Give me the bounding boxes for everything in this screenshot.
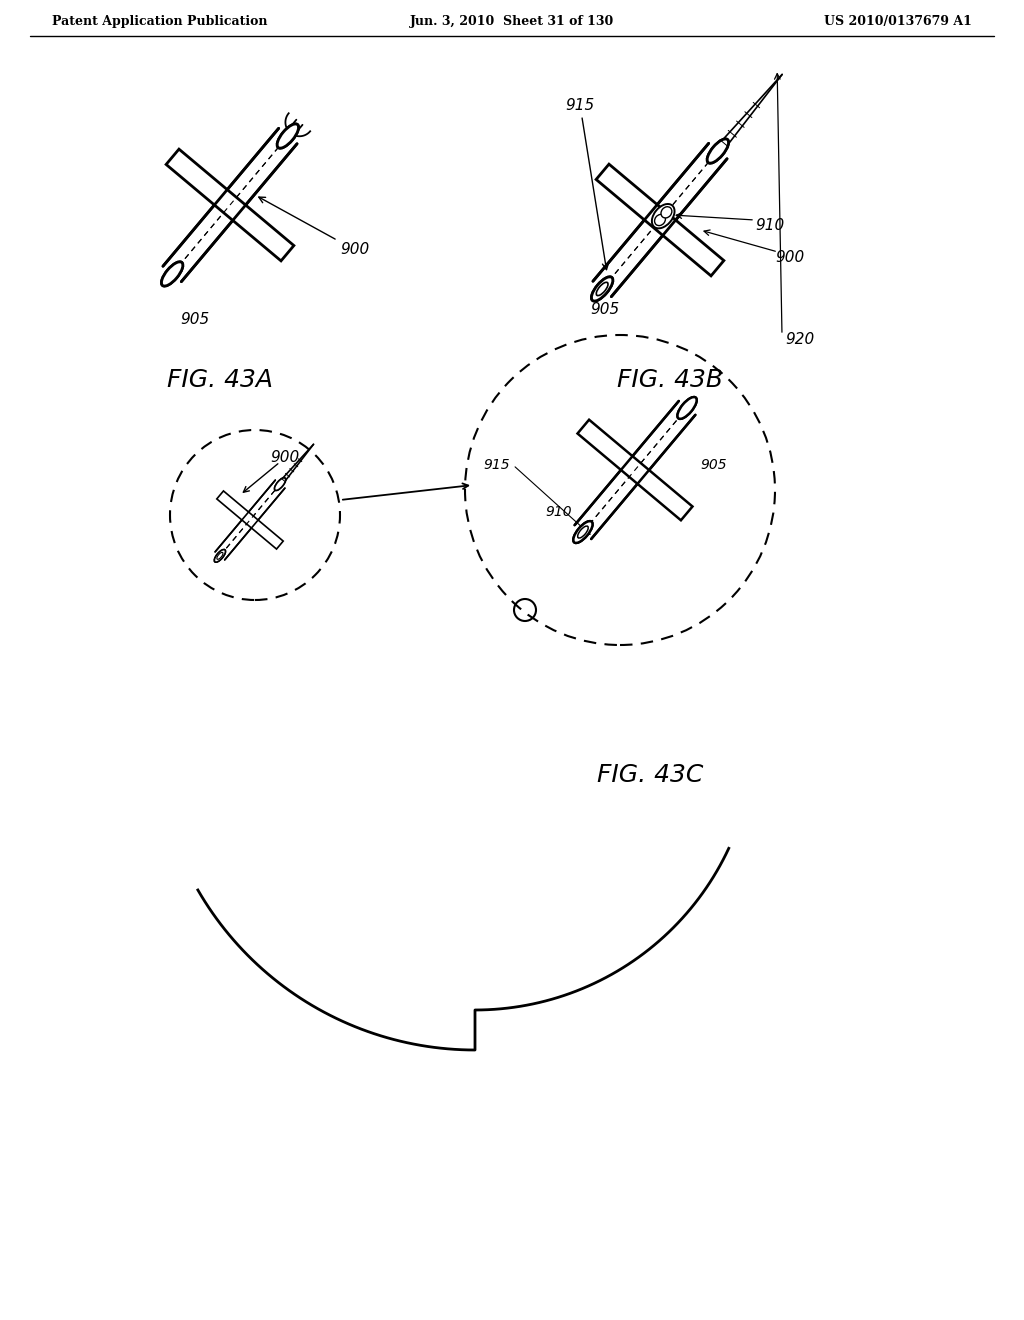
Text: 900: 900 [270,450,299,466]
Ellipse shape [278,124,299,148]
Ellipse shape [662,207,672,218]
Ellipse shape [678,397,696,418]
Ellipse shape [278,124,299,148]
Ellipse shape [652,205,675,228]
Ellipse shape [708,139,728,164]
Ellipse shape [162,261,183,286]
Text: 905: 905 [591,302,620,318]
Ellipse shape [162,261,183,286]
Ellipse shape [274,478,286,491]
Text: FIG. 43A: FIG. 43A [167,368,273,392]
Text: Jun. 3, 2010  Sheet 31 of 130: Jun. 3, 2010 Sheet 31 of 130 [410,16,614,29]
Ellipse shape [678,397,696,418]
Text: FIG. 43C: FIG. 43C [597,763,703,787]
Polygon shape [217,491,284,549]
Text: 910: 910 [755,218,784,232]
Polygon shape [578,420,692,520]
Ellipse shape [592,277,612,301]
Ellipse shape [654,214,666,226]
Text: 915: 915 [565,98,608,269]
Text: 915: 915 [483,458,510,473]
Polygon shape [596,164,724,276]
Ellipse shape [214,549,225,562]
Text: US 2010/0137679 A1: US 2010/0137679 A1 [824,16,972,29]
Ellipse shape [573,521,593,543]
Text: FIG. 43B: FIG. 43B [617,368,723,392]
Ellipse shape [592,277,612,301]
Text: Patent Application Publication: Patent Application Publication [52,16,267,29]
Text: 900: 900 [775,249,804,264]
Text: 905: 905 [180,313,210,327]
Text: 900: 900 [259,197,370,257]
Ellipse shape [708,139,728,164]
Ellipse shape [214,549,225,562]
Text: 905: 905 [700,458,727,473]
Ellipse shape [573,521,593,543]
Polygon shape [166,149,294,261]
Text: 920: 920 [785,333,814,347]
Ellipse shape [274,478,286,491]
Text: 910: 910 [545,506,571,519]
